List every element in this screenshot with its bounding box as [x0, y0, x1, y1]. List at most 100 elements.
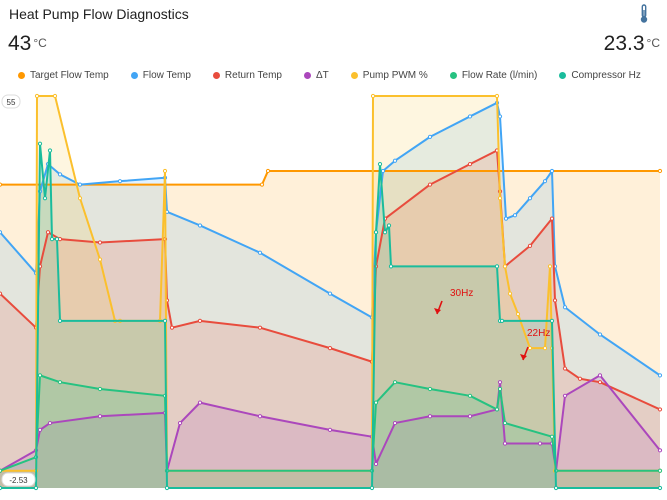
point-pump-pwm	[52, 93, 58, 99]
point-pump-pwm	[34, 93, 40, 99]
legend-label: Flow Rate (l/min)	[461, 70, 538, 81]
state-left: 43 °C	[8, 32, 47, 56]
point-pump-pwm	[494, 93, 500, 99]
point-flow-temp	[380, 168, 386, 174]
point-compressor-hz	[553, 485, 559, 491]
point-return-temp	[45, 230, 51, 235]
point-flow-temp	[427, 134, 433, 139]
point-return-temp	[467, 162, 473, 167]
point-flow-temp	[57, 172, 63, 177]
point-flow-temp	[467, 114, 473, 119]
point-return-temp	[552, 298, 558, 303]
point-compressor-hz	[549, 318, 555, 323]
point-return-temp	[577, 376, 583, 381]
point-compressor-hz	[388, 264, 394, 269]
point-return-temp	[597, 380, 603, 385]
legend-dot	[18, 72, 25, 79]
svg-text:55: 55	[7, 98, 16, 107]
point-flow-temp	[327, 291, 333, 296]
annotation-arrowhead	[520, 354, 527, 360]
state-right-unit: °C	[646, 36, 660, 50]
legend-label: Return Temp	[224, 70, 282, 81]
point-pump-pwm	[370, 93, 376, 99]
line-pump-pwm[interactable]	[0, 95, 660, 472]
point-t	[257, 414, 263, 419]
state-right-value: 23.3	[603, 32, 645, 55]
chart-legend: Target Flow Temp Flow Temp Return Temp ΔT Pu…	[18, 70, 663, 81]
point-flow-temp	[657, 373, 663, 378]
point-pump-pwm	[502, 264, 508, 269]
legend-item-pump-pwm[interactable]: Pump PWM %	[350, 70, 428, 81]
y-tick-label: -2.53	[1, 472, 36, 487]
point-t	[327, 427, 333, 432]
legend-item-return-temp[interactable]: Return Temp	[212, 70, 282, 81]
legend-dot	[559, 72, 567, 79]
point-compressor-hz	[47, 148, 53, 153]
point-compressor-hz	[164, 485, 170, 491]
point-compressor-hz	[494, 264, 500, 269]
annotation-arrowhead	[434, 308, 441, 314]
chart-plot: 55 -2.53 30Hz 22Hz	[0, 93, 663, 491]
point-return-temp	[257, 325, 263, 330]
legend-dot	[130, 72, 138, 79]
point-compressor-hz	[499, 318, 505, 323]
point-flow-rate-l-min	[427, 386, 433, 392]
point-t	[37, 427, 43, 432]
point-compressor-hz	[657, 485, 663, 491]
point-target-flow-temp	[265, 168, 271, 174]
thermometer-icon[interactable]	[638, 4, 650, 24]
point-t	[197, 400, 203, 405]
point-compressor-hz	[386, 223, 392, 228]
series-lines	[0, 93, 663, 491]
state-right: 23.3 °C	[604, 32, 660, 56]
point-compressor-hz	[42, 196, 48, 201]
point-compressor-hz	[33, 485, 39, 491]
point-flow-temp	[117, 179, 123, 184]
point-flow-temp	[542, 179, 548, 184]
point-flow-rate-l-min	[0, 468, 3, 473]
point-pump-pwm	[162, 168, 168, 174]
point-flow-temp	[527, 196, 533, 201]
point-flow-rate-l-min	[657, 468, 663, 473]
point-compressor-hz	[369, 485, 375, 491]
point-return-temp	[97, 240, 103, 245]
point-flow-temp	[77, 182, 83, 187]
point-flow-rate-l-min	[392, 380, 398, 385]
point-t	[562, 393, 568, 398]
point-pump-pwm	[542, 346, 548, 351]
legend-item-target-flow-temp[interactable]: Target Flow Temp	[18, 70, 109, 81]
point-target-flow-temp	[259, 182, 265, 187]
point-flow-temp	[549, 168, 555, 174]
point-return-temp	[327, 346, 333, 351]
point-pump-pwm	[547, 264, 553, 269]
point-return-temp	[562, 366, 568, 371]
point-flow-temp	[0, 230, 3, 235]
point-compressor-hz	[162, 318, 168, 323]
point-t	[97, 414, 103, 419]
legend-item-flow-temp[interactable]: Flow Temp	[130, 70, 191, 81]
point-pump-pwm	[515, 311, 521, 317]
legend-item-flow-rate-l-min[interactable]: Flow Rate (l/min)	[449, 70, 538, 81]
legend-label: Target Flow Temp	[30, 70, 109, 81]
point-return-temp	[0, 291, 3, 296]
point-return-temp	[657, 407, 663, 412]
point-t	[502, 441, 508, 446]
point-t	[497, 380, 503, 385]
point-compressor-hz	[382, 230, 388, 235]
state-left-unit: °C	[33, 36, 47, 50]
legend-item-t[interactable]: ΔT	[304, 70, 329, 81]
point-t	[177, 420, 183, 426]
point-flow-temp	[562, 305, 568, 310]
legend-item-compressor-hz[interactable]: Compressor Hz	[559, 70, 641, 81]
point-flow-rate-l-min	[497, 386, 503, 392]
point-pump-pwm	[497, 196, 503, 201]
line-flow-rate-l-min[interactable]	[0, 374, 660, 472]
point-flow-rate-l-min	[467, 393, 473, 398]
point-pump-pwm	[77, 196, 83, 201]
point-t	[47, 420, 53, 426]
line-target-flow-temp[interactable]	[0, 169, 660, 186]
point-compressor-hz	[37, 141, 43, 146]
point-t	[427, 414, 433, 419]
point-t	[467, 414, 473, 419]
point-t	[373, 461, 379, 467]
